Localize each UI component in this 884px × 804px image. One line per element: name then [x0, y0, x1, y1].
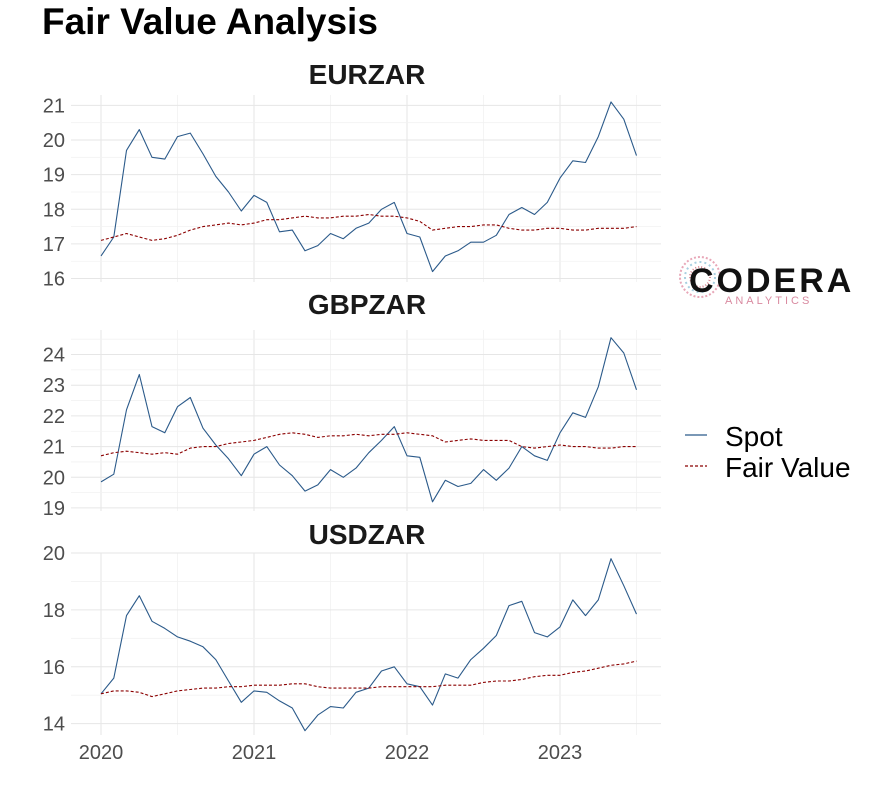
series-line-fair-value — [100, 213, 637, 241]
y-tick-label: 16 — [43, 269, 65, 291]
panel-eurzar: 16 17 18 19 20 21 EURZAR — [43, 59, 661, 291]
y-tick-label: 16 — [43, 657, 65, 679]
x-axis-labels: 2020 2021 2022 2023 — [79, 742, 583, 764]
y-tick-label: 17 — [43, 234, 65, 256]
y-tick-label: 21 — [43, 95, 65, 117]
x-tick-label: 2020 — [79, 742, 124, 764]
x-tick-label: 2021 — [232, 742, 277, 764]
panel-usdzar: 14 16 18 20 USDZAR — [43, 519, 661, 736]
y-tick-label: 14 — [43, 714, 65, 736]
y-tick-label: 19 — [43, 498, 65, 520]
codera-logo: CODERA ANALYTICS — [679, 256, 854, 307]
y-tick-label: 19 — [43, 165, 65, 187]
logo-mark-icon — [679, 256, 721, 298]
y-tick-label: 22 — [43, 406, 65, 428]
y-tick-label: 23 — [43, 375, 65, 397]
y-tick-label: 20 — [43, 467, 65, 489]
y-tick-label: 18 — [43, 199, 65, 221]
x-tick-label: 2022 — [385, 742, 430, 764]
facet-title: EURZAR — [309, 59, 426, 90]
y-tick-label: 21 — [43, 437, 65, 459]
y-tick-label: 20 — [43, 543, 65, 565]
y-tick-label: 18 — [43, 600, 65, 622]
chart-title: Fair Value Analysis — [42, 1, 378, 42]
y-tick-label: 24 — [43, 345, 65, 367]
series-line-fair-value — [100, 660, 637, 698]
facet-title: GBPZAR — [308, 289, 426, 320]
series-line-spot — [100, 101, 638, 273]
y-tick-label: 20 — [43, 130, 65, 152]
logo-subtitle: ANALYTICS — [725, 295, 812, 307]
x-tick-label: 2023 — [538, 742, 583, 764]
legend-label-fair-value: Fair Value — [725, 452, 851, 483]
series-line-spot — [100, 558, 638, 732]
facet-title: USDZAR — [309, 519, 426, 550]
legend: Spot Fair Value — [685, 421, 851, 483]
series-line-spot — [100, 337, 638, 503]
logo-wordmark: CODERA — [689, 262, 854, 300]
series-line-fair-value — [100, 432, 637, 457]
legend-label-spot: Spot — [725, 421, 783, 452]
facet-panels: 16 17 18 19 20 21 EURZAR 19 20 21 22 23 24 GBPZAR 14 16… — [43, 59, 661, 736]
panel-gbpzar: 19 20 21 22 23 24 GBPZAR — [43, 289, 661, 520]
